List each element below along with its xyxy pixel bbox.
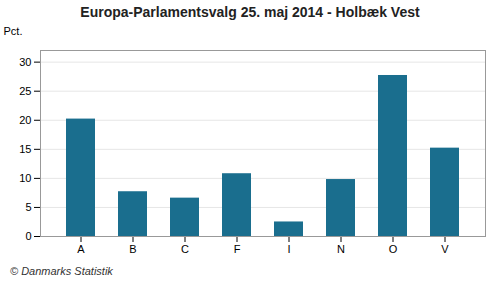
svg-text:20: 20 xyxy=(19,114,31,126)
svg-text:Pct.: Pct. xyxy=(4,25,23,37)
html-text:© Danmarks Statistik: © Danmarks Statistik xyxy=(10,265,113,277)
svg-text:15: 15 xyxy=(19,143,31,155)
svg-text:25: 25 xyxy=(19,85,31,97)
svg-text:C: C xyxy=(181,243,189,255)
html-text:Europa-Parlamentsvalg 25. maj: Europa-Parlamentsvalg 25. maj 2014 - Hol… xyxy=(80,4,420,20)
svg-text:10: 10 xyxy=(19,172,31,184)
svg-text:30: 30 xyxy=(19,56,31,68)
svg-text:N: N xyxy=(337,243,345,255)
svg-text:A: A xyxy=(77,243,85,255)
svg-text:V: V xyxy=(441,243,449,255)
svg-text:B: B xyxy=(129,243,136,255)
svg-text:F: F xyxy=(234,243,241,255)
svg-text:5: 5 xyxy=(25,201,31,213)
svg-text:I: I xyxy=(287,243,290,255)
svg-text:0: 0 xyxy=(25,230,31,242)
svg-text:O: O xyxy=(389,243,398,255)
